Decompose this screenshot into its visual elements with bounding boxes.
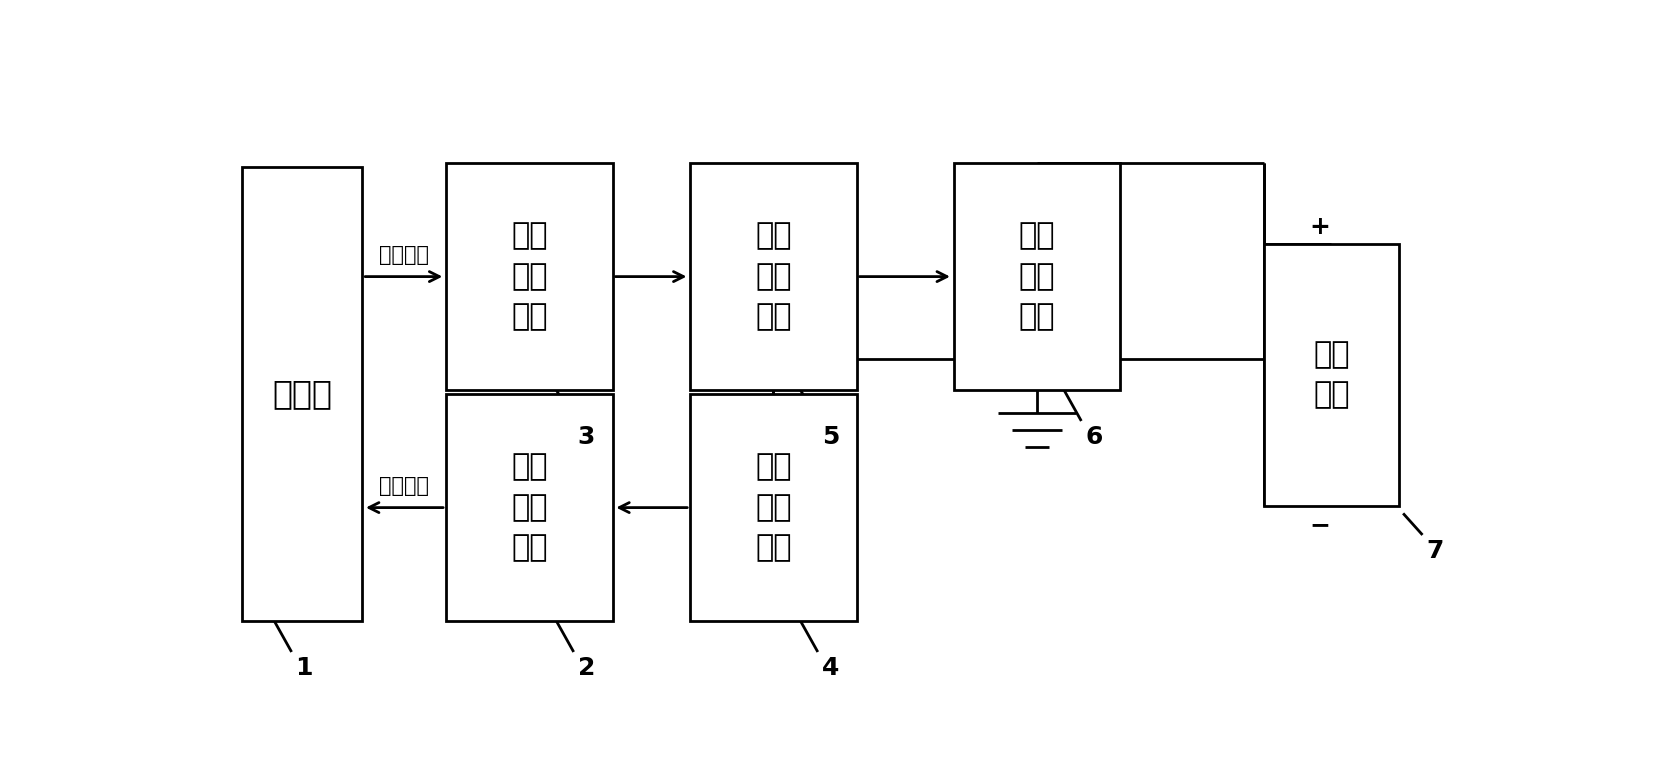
Text: 电流
调节
电路: 电流 调节 电路 <box>1018 222 1055 332</box>
Text: 采样电压: 采样电压 <box>379 476 429 496</box>
Bar <box>691 394 857 621</box>
Text: 电压
采样
电路: 电压 采样 电路 <box>755 453 792 562</box>
Text: 3: 3 <box>577 425 595 449</box>
Text: 5: 5 <box>822 425 838 449</box>
Text: 燃料
电池: 燃料 电池 <box>1313 340 1350 409</box>
Text: 4: 4 <box>822 656 838 679</box>
Bar <box>954 163 1120 390</box>
Text: +: + <box>1310 215 1330 239</box>
Text: 模数
转换
电路: 模数 转换 电路 <box>511 453 548 562</box>
Text: 数模
转换
电路: 数模 转换 电路 <box>511 222 548 332</box>
Text: 2: 2 <box>577 656 595 679</box>
Bar <box>446 163 612 390</box>
Bar <box>691 163 857 390</box>
Text: −: − <box>1310 513 1330 537</box>
Text: 电压
比较
电路: 电压 比较 电路 <box>755 222 792 332</box>
Bar <box>1264 244 1399 505</box>
Text: 调整电压: 调整电压 <box>379 245 429 265</box>
Text: 7: 7 <box>1427 539 1444 563</box>
Bar <box>241 167 362 621</box>
Text: 6: 6 <box>1085 425 1102 449</box>
Text: 控制器: 控制器 <box>272 377 332 411</box>
Text: 1: 1 <box>295 656 314 679</box>
Bar <box>446 394 612 621</box>
